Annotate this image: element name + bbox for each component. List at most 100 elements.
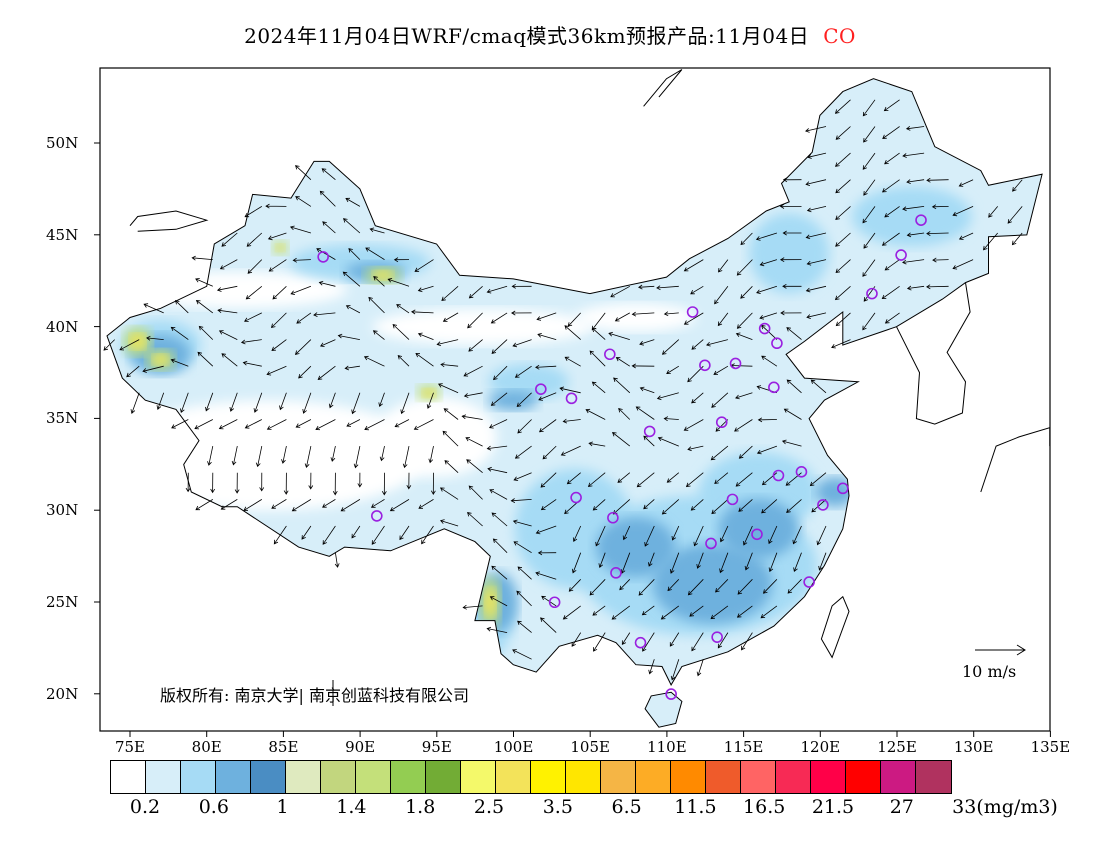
city-marker: [535, 383, 547, 395]
wind-arrow: [638, 579, 655, 596]
country-border: [644, 691, 683, 728]
wind-arrow: [418, 499, 434, 509]
wind-arrow: [468, 285, 483, 299]
concentration-patch: [652, 543, 773, 624]
low-concentration-area: [376, 396, 497, 477]
lon-label: 80E: [191, 738, 222, 756]
wind-arrow: [436, 339, 459, 347]
wind-arrow: [265, 203, 287, 209]
wind-arrow: [671, 525, 680, 541]
wind-arrow: [757, 417, 777, 423]
wind-arrow: [926, 284, 949, 290]
lake-balkhash: [129, 210, 209, 232]
wind-arrow: [669, 632, 680, 647]
wind-arrow: [322, 525, 336, 545]
wind-arrow: [610, 285, 630, 298]
wind-arrow: [611, 432, 631, 447]
wind-arrow: [683, 419, 704, 431]
wind-arrow: [805, 179, 827, 186]
wind-arrow: [756, 445, 778, 455]
wind-arrow: [648, 552, 655, 567]
wind-arrow: [126, 365, 140, 378]
wind-arrow: [715, 579, 729, 593]
wind-arrow: [430, 472, 436, 495]
wind-arrow: [571, 632, 582, 647]
city-marker: [610, 567, 622, 579]
wind-arrow: [670, 659, 680, 681]
wind-arrow: [243, 499, 263, 511]
wind-arrow: [332, 472, 338, 496]
wind-arrow: [283, 472, 289, 495]
wind-arrow: [271, 339, 287, 351]
wind-arrow: [397, 355, 410, 367]
wind-arrow: [738, 445, 753, 459]
wind-arrow: [468, 485, 483, 500]
wind-arrow: [437, 383, 459, 394]
wind-arrow: [902, 259, 925, 265]
city-marker: [817, 499, 829, 511]
city-marker: [771, 337, 783, 350]
wind-arrow: [598, 552, 606, 569]
wind-arrow: [319, 339, 336, 347]
wind-vectors: [103, 99, 1023, 681]
wind-arrow: [463, 365, 483, 377]
wind-arrow: [273, 525, 287, 545]
colorbar-label: 27: [889, 796, 914, 818]
wind-arrow: [687, 445, 704, 452]
colorbar-cell: [811, 761, 846, 793]
wind-arrow: [442, 430, 459, 447]
wind-arrow: [710, 445, 729, 461]
city-marker: [751, 528, 763, 541]
wind-arrow: [368, 296, 385, 314]
wind-arrow: [806, 206, 827, 213]
wind-arrow: [1007, 206, 1023, 224]
wind-arrow: [394, 419, 410, 428]
wind-arrow: [317, 365, 336, 380]
wind-arrow: [714, 472, 729, 484]
wind-arrow: [631, 311, 655, 317]
wind-arrow: [301, 525, 312, 540]
colorbar-label: 16.5: [743, 796, 786, 818]
wind-arrow: [221, 353, 238, 367]
lon-label: 95E: [421, 738, 452, 756]
wind-arrow: [689, 605, 704, 617]
concentration-patch: [152, 354, 169, 366]
wind-arrow: [381, 472, 387, 496]
wind-arrow: [103, 339, 115, 351]
wind-arrow: [952, 206, 974, 217]
wind-arrow: [465, 437, 483, 447]
wind-arrow: [195, 499, 214, 511]
wind-arrow: [319, 190, 336, 207]
wind-arrow: [862, 152, 876, 170]
wind-arrow: [718, 259, 729, 273]
wind-arrow: [279, 392, 287, 411]
city-marker: [837, 482, 849, 495]
wind-arrow: [818, 552, 827, 571]
city-marker: [866, 287, 878, 300]
wind-arrow: [807, 152, 827, 159]
wind-arrow: [440, 362, 459, 368]
wind-arrow: [345, 197, 361, 207]
concentration-patch: [488, 390, 539, 411]
wind-arrow: [983, 232, 999, 251]
wind-arrow: [207, 446, 214, 466]
wind-arrow: [719, 525, 729, 543]
wind-arrow: [636, 472, 655, 488]
wind-arrow: [835, 206, 851, 221]
wind-arrow: [661, 339, 680, 355]
wind-arrow: [882, 126, 900, 139]
wind-arrow: [512, 339, 532, 348]
wind-arrow: [792, 525, 802, 545]
wind-arrow: [834, 286, 851, 301]
wind-arrow: [805, 285, 827, 293]
wind-arrow: [146, 335, 164, 341]
wind-arrow: [691, 632, 704, 652]
wind-arrow: [906, 232, 925, 238]
wind-arrow: [713, 365, 729, 375]
wind-arrow: [266, 365, 287, 376]
wind-arrow: [234, 472, 240, 494]
colorbar-label: 33(mg/m3): [952, 796, 1058, 818]
wind-arrow: [488, 419, 508, 429]
wind-arrow: [782, 283, 802, 289]
wind-arrow: [402, 446, 410, 469]
